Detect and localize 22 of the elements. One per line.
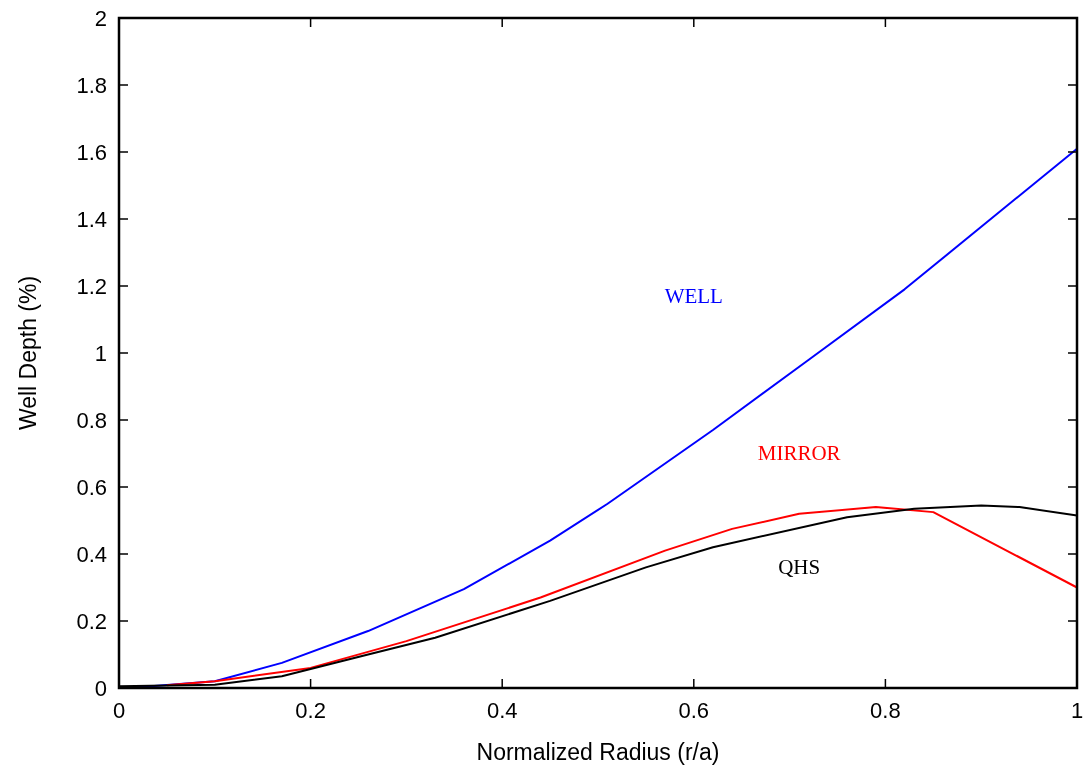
- y-tick-label: 0.6: [76, 475, 107, 500]
- y-tick-label: 1.4: [76, 207, 107, 232]
- y-tick-label: 0.2: [76, 609, 107, 634]
- y-tick-label: 0.8: [76, 408, 107, 433]
- series-label: QHS: [778, 555, 821, 580]
- x-tick-label: 0.6: [678, 698, 710, 723]
- y-axis-title: Well Depth (%): [15, 275, 41, 431]
- y-tick-label: 1.8: [76, 73, 107, 98]
- x-tick-label: 0.8: [870, 698, 901, 723]
- y-tick-label: 0: [94, 676, 107, 701]
- y-tick-label: 1.6: [76, 140, 107, 165]
- y-tick-label: 1.2: [76, 274, 107, 299]
- y-tick-label: 2: [94, 6, 107, 31]
- x-tick-label: 0: [112, 698, 126, 723]
- x-tick-label: 0.2: [295, 698, 326, 723]
- x-axis-title: Normalized Radius (r/a): [476, 739, 720, 765]
- text: WELL: [664, 283, 723, 308]
- y-tick-label: 0.4: [76, 542, 107, 567]
- x-tick-label: 0.4: [486, 698, 518, 723]
- y-tick-label: 1: [94, 341, 107, 366]
- text: MIRROR: [757, 441, 841, 466]
- x-tick-label: 1: [1070, 698, 1084, 723]
